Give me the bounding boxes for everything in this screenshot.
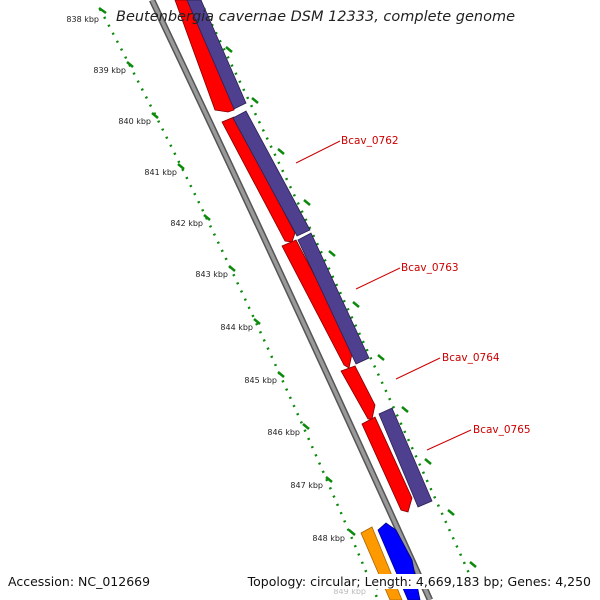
- scale-label: 842 kbp: [170, 219, 203, 228]
- scale-tick: [277, 371, 285, 378]
- gene-labels: Bcav_0762 Bcav_0763 Bcav_0764 Bcav_0765: [341, 135, 531, 436]
- gene-bar: [232, 110, 311, 237]
- accession-text: Accession: NC_012669: [8, 574, 151, 589]
- gene-label-bcav-0763: Bcav_0763: [401, 262, 459, 274]
- scale-label: 845 kbp: [244, 376, 277, 385]
- scale-tick: [348, 529, 356, 536]
- scale-tick: [151, 112, 159, 119]
- gene-label-bcav-0764: Bcav_0764: [442, 352, 500, 364]
- scale-tick: [126, 61, 134, 68]
- scale-tick: [203, 214, 211, 221]
- gene-bar: [297, 232, 370, 365]
- scale-label: 843 kbp: [195, 270, 228, 279]
- gene-leader-lines: [295, 140, 472, 451]
- cds-features: [174, 0, 413, 513]
- scale-tick: [302, 423, 310, 430]
- genome-summary-text: Topology: circular; Length: 4,669,183 bp…: [247, 574, 591, 589]
- scale-labels: 838 kbp 839 kbp 840 kbp 841 kbp 842 kbp …: [66, 15, 366, 596]
- scale-label: 839 kbp: [93, 66, 126, 75]
- gene-features: [186, 0, 433, 508]
- cds-arrow: [361, 416, 413, 513]
- scale-tick: [253, 318, 261, 325]
- gene-bar: [186, 0, 247, 110]
- scale-tick: [177, 163, 185, 170]
- cds-arrow: [281, 239, 354, 369]
- backbone-line: [149, 0, 433, 600]
- gene-bar: [378, 407, 433, 508]
- cds-arrow: [174, 0, 237, 113]
- scale-label: 846 kbp: [267, 428, 300, 437]
- scale-tick: [325, 476, 333, 483]
- scale-label: 841 kbp: [144, 168, 177, 177]
- gene-label-bcav-0765: Bcav_0765: [473, 424, 531, 436]
- scale-label: 848 kbp: [312, 534, 345, 543]
- scale-tick: [228, 265, 236, 272]
- scale-label: 847 kbp: [290, 481, 323, 490]
- cds-arrow: [221, 116, 296, 243]
- scale-label: 838 kbp: [66, 15, 99, 24]
- scale-label: 849 kbp: [333, 587, 366, 596]
- outer-ticks: [225, 46, 477, 568]
- scale-tick: [98, 6, 107, 15]
- scale-label: 840 kbp: [118, 117, 151, 126]
- scale-label: 844 kbp: [220, 323, 253, 332]
- genome-title: Beutenbergia cavernae DSM 12333, complet…: [116, 9, 515, 25]
- cds-arrow: [340, 365, 376, 420]
- gene-label-bcav-0762: Bcav_0762: [341, 135, 399, 147]
